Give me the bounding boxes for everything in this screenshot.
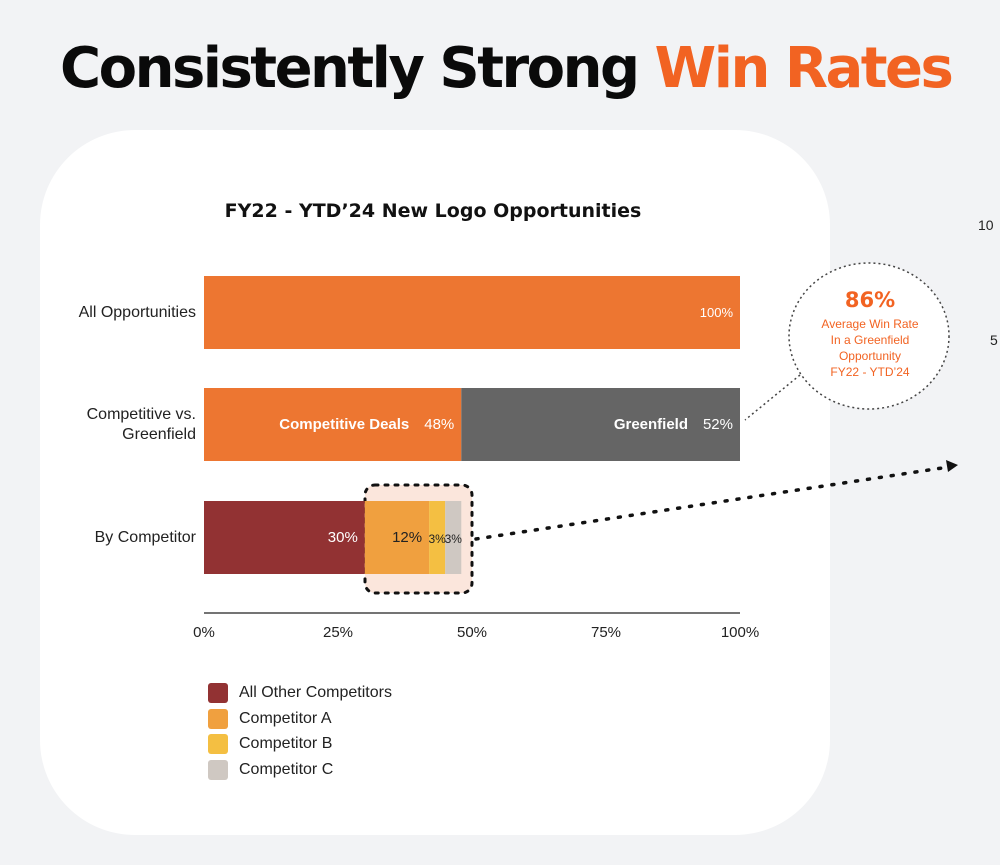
legend-label: Competitor C bbox=[239, 760, 334, 778]
data-label: 3% bbox=[428, 531, 446, 546]
row-label-all-opportunities: All Opportunities bbox=[78, 304, 196, 321]
data-label: 3% bbox=[444, 531, 462, 546]
segment-name-label: Competitive Deals bbox=[279, 415, 410, 433]
callout-line: Average Win Rate bbox=[821, 317, 919, 331]
legend-label: Competitor A bbox=[239, 709, 332, 727]
chart-card bbox=[40, 130, 830, 835]
data-label: 12% bbox=[392, 528, 423, 546]
row-label-by-competitor: By Competitor bbox=[94, 529, 196, 546]
arrowhead-icon bbox=[946, 460, 958, 472]
x-tick-label: 100% bbox=[720, 624, 760, 641]
edge-axis-fragment: 10 bbox=[978, 217, 994, 233]
data-label: 52% bbox=[702, 415, 733, 433]
callout-stat: 86% bbox=[844, 288, 896, 312]
page-headline: Consistently Strong Win Rates bbox=[60, 36, 954, 101]
callout-line: Opportunity bbox=[838, 349, 902, 363]
legend-swatch bbox=[208, 759, 228, 780]
callout-line: In a Greenfield bbox=[830, 333, 910, 347]
x-tick-label: 50% bbox=[456, 624, 488, 641]
data-label: 100% bbox=[699, 304, 733, 320]
edge-axis-fragment: 5 bbox=[990, 332, 998, 348]
callout-line: FY22 - YTD’24 bbox=[830, 365, 910, 379]
legend-label: All Other Competitors bbox=[239, 684, 392, 701]
x-tick-label: 0% bbox=[193, 624, 215, 641]
legend-swatch bbox=[208, 734, 228, 754]
segment-name-label: Greenfield bbox=[613, 415, 688, 433]
data-label: 48% bbox=[424, 415, 455, 433]
legend-swatch bbox=[208, 683, 228, 703]
headline-part1: Consistently Strong bbox=[60, 36, 640, 101]
headline-accent: Win Rates bbox=[654, 36, 954, 101]
legend-swatch bbox=[208, 708, 228, 729]
chart-title: FY22 - YTD’24 New Logo Opportunities bbox=[224, 200, 642, 222]
data-label: 30% bbox=[327, 528, 358, 546]
x-tick-label: 75% bbox=[590, 624, 622, 641]
row-label-competitive-vs-greenfield: Competitive vs. Greenfield bbox=[86, 406, 196, 443]
x-tick-label: 25% bbox=[322, 624, 354, 641]
legend-label: Competitor B bbox=[239, 735, 333, 752]
